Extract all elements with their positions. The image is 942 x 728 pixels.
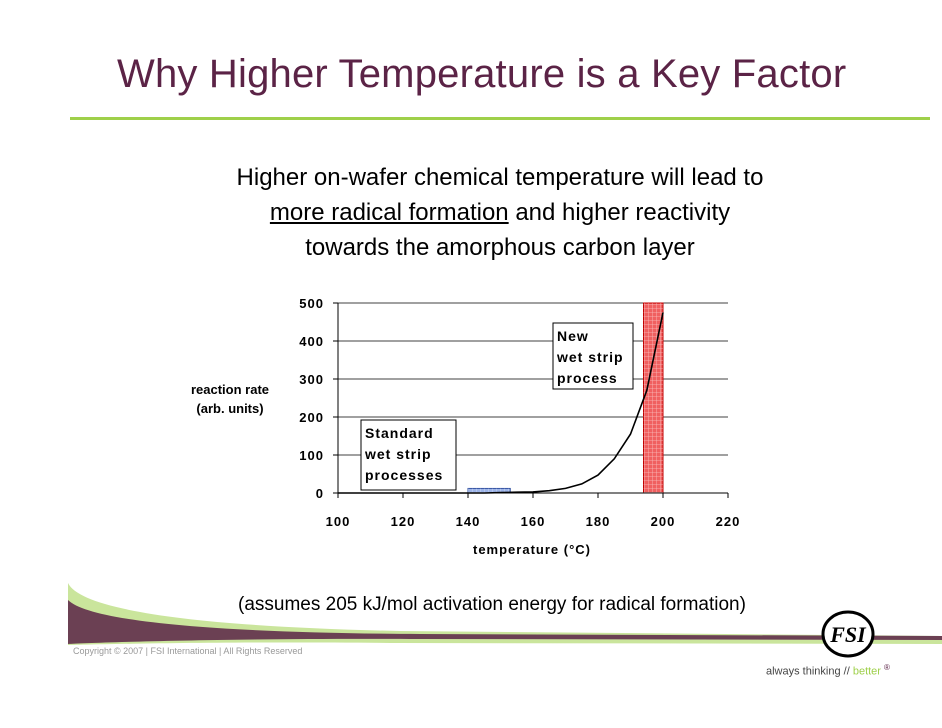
new-process-label-box [552,322,634,390]
x-tick-labels: 100 120 140 160 180 200 220 [326,514,741,529]
copyright-text: Copyright © 2007 | FSI International | A… [73,646,303,656]
annotations: Standard wet strip processes New wet strip pr… [360,322,634,491]
region-hatch [468,488,511,493]
y-tick-label: 200 [299,410,324,425]
reaction-rate-curve [338,312,664,494]
tagline-prefix: always thinking // [766,665,853,678]
annotation-text: New [557,328,589,344]
y-tick-label: 0 [316,486,324,501]
slide-title: Why Higher Temperature is a Key Factor [117,52,847,96]
subtitle-line-2: more radical formation and higher reacti… [160,195,840,230]
tagline-highlight: better [852,665,881,678]
region-hatch [643,303,663,493]
x-tick-label: 220 [716,514,741,529]
x-tick-label: 140 [456,514,481,529]
annotation-text: processes [365,467,443,483]
x-tick-label: 120 [391,514,416,529]
y-tick-label: 300 [299,372,324,387]
subtitle-line-1: Higher on-wafer chemical temperature wil… [236,164,764,191]
y-tick-label: 400 [299,334,324,349]
x-tick-label: 180 [586,514,611,529]
standard-process-label-box [360,419,457,491]
highlight-regions [467,302,664,494]
tagline-mark: ® [884,663,890,672]
annotation-text: wet strip [364,446,432,462]
subtitle: Higher on-wafer chemical temperature wil… [160,160,840,265]
y-axis-label: reaction rate (arb. units) [175,380,285,418]
x-tick-label: 100 [326,514,351,529]
title-divider [70,117,930,120]
annotation-text: Standard [365,425,434,441]
fsi-logo: FSI [821,610,875,658]
subtitle-underlined-text: more radical formation [269,199,509,226]
y-tick-labels: 0 100 200 300 400 500 [299,296,324,501]
y-axis-label-line-1: reaction rate [190,382,270,397]
x-axis-label: temperature (°C) [473,542,591,557]
subtitle-line-3: towards the amorphous carbon layer [305,234,695,261]
y-tick-label: 500 [299,296,324,311]
y-tick-label: 100 [299,448,324,463]
tagline: always thinking // better ® [766,663,890,678]
annotation-text: process [557,370,618,386]
logo-text: FSI [829,622,867,647]
annotation-text: wet strip [556,349,624,365]
x-tick-label: 160 [521,514,546,529]
x-tick-label: 200 [651,514,676,529]
activation-energy-note: (assumes 205 kJ/mol activation energy fo… [238,594,746,615]
subtitle-line-2-rest: and higher reactivity [508,199,731,226]
y-axis-label-line-2: (arb. units) [196,401,264,416]
